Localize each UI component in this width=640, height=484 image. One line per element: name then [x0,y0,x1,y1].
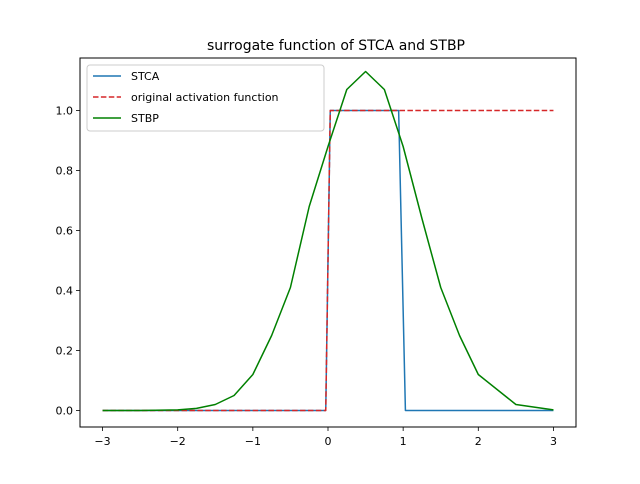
legend-label-1: STCA [131,70,160,83]
y-tick-label: 0.8 [56,165,74,178]
x-tick-label: 2 [475,435,482,448]
y-tick-label: 0.0 [56,405,74,418]
series-line-2 [102,109,554,412]
legend-label-3: STBP [131,112,159,125]
x-tick-label: −2 [170,435,186,448]
y-tick-label: 0.4 [56,285,74,298]
x-tick-label: −3 [94,435,110,448]
x-tick-label: 0 [325,435,332,448]
y-axis: 0.0 0.2 0.4 0.6 0.8 1.0 [56,105,80,418]
chart-title: surrogate function of STCA and STBP [207,38,465,54]
x-axis: −3 −2 −1 0 1 2 3 [94,427,557,448]
y-tick-label: 0.6 [56,225,74,238]
legend: STCA original activation function STBP [86,64,325,132]
x-tick-label: 1 [400,435,407,448]
legend-box [86,64,325,132]
x-tick-label: 3 [550,435,557,448]
y-tick-label: 0.2 [56,345,74,358]
x-tick-label: −1 [245,435,261,448]
series-line-3 [102,70,554,412]
legend-label-2: original activation function [131,91,279,104]
y-tick-label: 1.0 [56,105,74,118]
series-layer [102,70,554,412]
